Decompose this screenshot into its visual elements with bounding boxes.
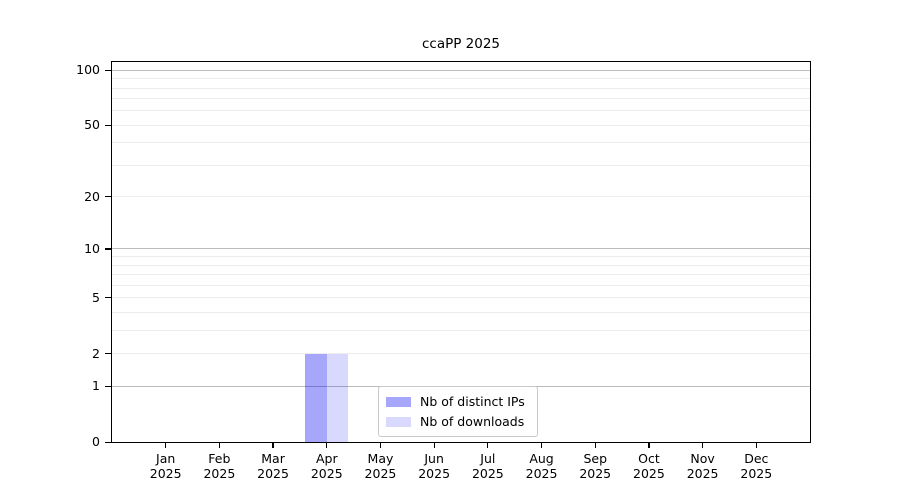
x-tick-mark [165, 443, 167, 448]
x-tick-label: Oct 2025 [633, 451, 665, 481]
x-tick-label: Feb 2025 [203, 451, 236, 481]
y-tick-mark [105, 124, 112, 127]
minor-gridline [112, 98, 810, 100]
minor-gridline [112, 87, 810, 89]
minor-gridline [112, 142, 810, 144]
y-tick-label: 2 [92, 345, 100, 361]
legend-swatch [386, 396, 411, 407]
minor-gridline [112, 124, 810, 126]
x-tick-label: Dec 2025 [740, 451, 773, 481]
y-tick-mark [105, 385, 112, 387]
x-tick-label: Sep 2025 [579, 451, 612, 481]
x-tick-mark [487, 443, 489, 448]
minor-gridline [112, 264, 810, 266]
y-tick-label: 0 [92, 434, 100, 449]
minor-gridline [112, 274, 810, 276]
x-tick-mark [755, 443, 757, 448]
x-tick-label: May 2025 [364, 451, 397, 481]
legend-label: Nb of downloads [420, 414, 525, 429]
minor-gridline [112, 329, 810, 331]
minor-gridline [112, 110, 810, 112]
legend: Nb of distinct IPs Nb of downloads [378, 386, 538, 437]
x-tick-mark [326, 443, 328, 448]
x-tick-label: Nov 2025 [686, 451, 719, 481]
minor-gridline [112, 164, 810, 166]
y-tick-label: 1 [92, 378, 100, 394]
x-tick-mark [272, 443, 274, 448]
y-tick-label: 50 [84, 117, 100, 133]
x-tick-label: Aug 2025 [525, 451, 558, 481]
legend-swatch [386, 416, 411, 427]
minor-gridline [112, 311, 810, 313]
minor-gridline [112, 353, 810, 355]
y-tick-mark [105, 441, 112, 443]
x-tick-mark [540, 443, 543, 448]
minor-gridline [112, 284, 810, 286]
minor-gridline [112, 196, 810, 198]
bar-nb-of-downloads [326, 353, 349, 442]
x-tick-mark [433, 443, 435, 448]
chart-title: ccaPP 2025 [421, 36, 501, 52]
y-tick-label: 5 [92, 289, 100, 305]
y-tick-mark [105, 248, 112, 250]
x-tick-label: Apr 2025 [310, 451, 343, 481]
x-tick-mark [702, 443, 704, 448]
x-tick-label: Mar 2025 [257, 451, 289, 481]
x-tick-label: Jun 2025 [418, 451, 451, 481]
y-tick-mark [105, 297, 112, 299]
y-tick-mark [105, 353, 112, 355]
bar-nb-of-distinct-ips [305, 353, 327, 442]
x-tick-mark [648, 443, 650, 448]
x-tick-label: Jan 2025 [149, 451, 182, 481]
x-tick-mark [379, 443, 382, 448]
major-gridline [112, 248, 810, 250]
y-tick-label: 10 [84, 240, 100, 256]
plot-area [111, 61, 811, 443]
y-tick-label: 100 [76, 62, 100, 78]
minor-gridline [112, 297, 810, 299]
legend-label: Nb of distinct IPs [420, 394, 525, 409]
legend-item: Nb of distinct IPs [386, 392, 525, 411]
y-tick-label: 20 [84, 188, 100, 204]
x-tick-mark [594, 443, 596, 448]
y-tick-mark [105, 196, 112, 198]
x-tick-mark [218, 443, 220, 448]
minor-gridline [112, 256, 810, 258]
x-tick-label: Jul 2025 [471, 451, 504, 481]
minor-gridline [112, 78, 810, 80]
legend-item: Nb of downloads [386, 412, 525, 431]
y-tick-mark [105, 69, 112, 71]
major-gridline [112, 69, 810, 71]
